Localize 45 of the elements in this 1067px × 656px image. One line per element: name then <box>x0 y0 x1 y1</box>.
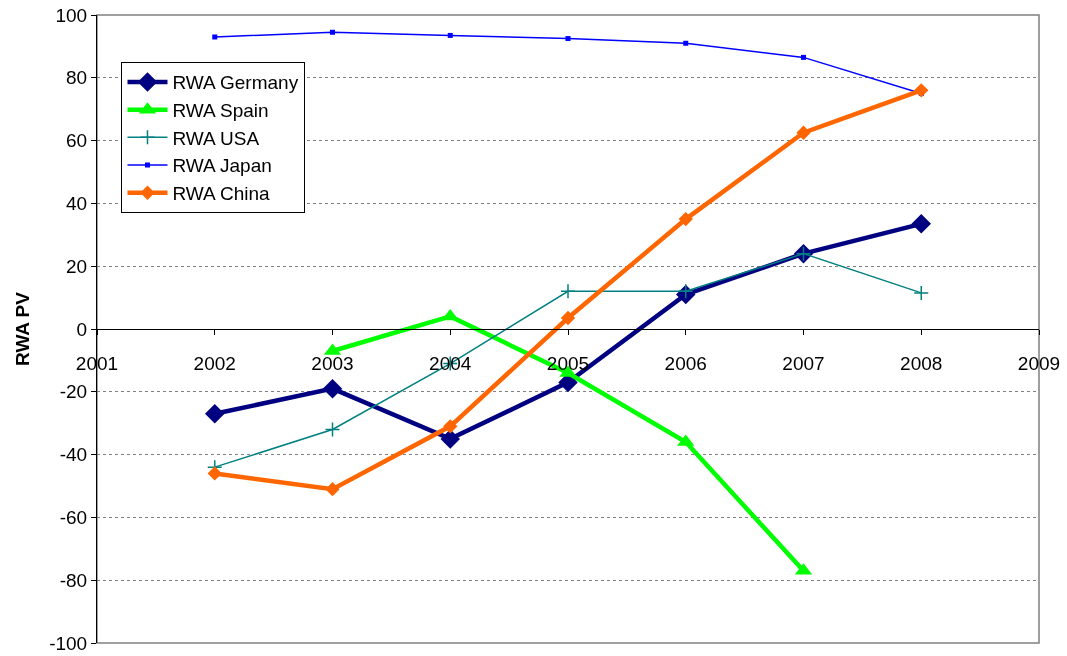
y-tick-label: -20 <box>59 381 88 403</box>
point <box>440 429 460 449</box>
y-tick-label: 40 <box>66 193 88 215</box>
legend-label: RWA China <box>172 183 271 205</box>
point <box>914 83 929 98</box>
x-tick-label: 2007 <box>782 352 825 374</box>
y-tick-label: -100 <box>49 632 88 654</box>
y-tick-label: -40 <box>59 444 88 466</box>
point <box>325 481 340 497</box>
point <box>207 466 222 481</box>
point <box>205 404 225 424</box>
legend-label: RWA Spain <box>172 100 269 122</box>
legend-label: RWA Germany <box>172 72 299 94</box>
x-tick-label: 2006 <box>664 352 707 374</box>
point <box>913 285 929 301</box>
x-tick-label: 2009 <box>1017 352 1061 374</box>
x-tick-label: 2002 <box>193 352 236 374</box>
x-tick-label: 2008 <box>900 352 943 374</box>
point <box>322 378 343 399</box>
y-tick-label: 0 <box>76 318 88 340</box>
point <box>441 308 459 321</box>
point <box>801 54 806 60</box>
point <box>330 29 335 35</box>
point <box>565 36 571 42</box>
legend-label: RWA USA <box>172 127 260 149</box>
point <box>683 40 689 46</box>
y-axis-title: RWA PV <box>12 291 34 366</box>
legend-label: RWA Japan <box>172 155 272 177</box>
point <box>678 211 693 227</box>
point <box>324 421 341 438</box>
y-tick-label: 100 <box>55 4 88 26</box>
point <box>560 310 576 326</box>
y-tick-label: -80 <box>59 569 88 591</box>
point <box>560 283 576 300</box>
point <box>796 125 811 140</box>
y-tick-label: -60 <box>59 507 88 529</box>
y-tick-label: 80 <box>66 67 88 89</box>
point <box>447 32 453 38</box>
point <box>212 34 218 40</box>
point <box>911 214 931 234</box>
y-tick-label: 60 <box>66 130 88 152</box>
y-tick-label: 20 <box>66 255 88 277</box>
point <box>443 419 458 434</box>
point <box>678 283 694 300</box>
x-tick-label: 2003 <box>311 352 354 374</box>
